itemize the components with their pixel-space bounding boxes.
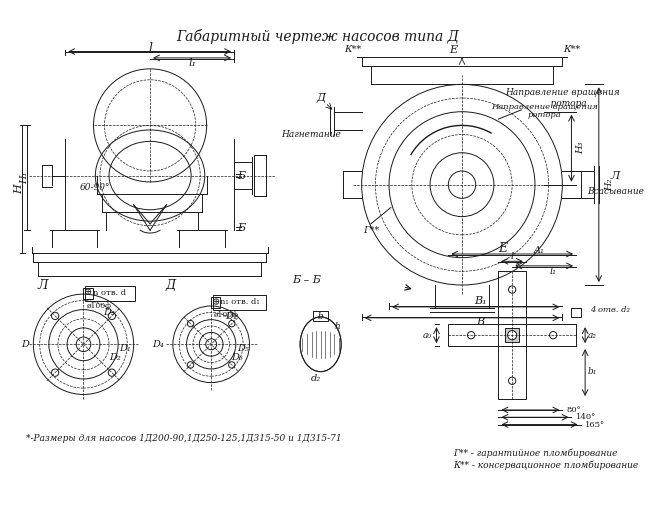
Text: b: b [318, 311, 323, 321]
Bar [211, 297, 220, 308]
Text: ø100ф: ø100ф [86, 302, 112, 310]
Text: Б: Б [237, 224, 245, 234]
Text: Б: Б [237, 171, 245, 180]
Text: Л: Л [611, 171, 620, 180]
Text: D₅: D₅ [237, 344, 249, 354]
Text: Д: Д [316, 93, 325, 103]
Text: b₁: b₁ [588, 367, 597, 376]
Text: Всасывание: Всасывание [587, 187, 643, 197]
Text: ⊕: ⊕ [212, 298, 220, 307]
Bar [84, 288, 92, 299]
Text: ⊕: ⊕ [84, 289, 92, 298]
Text: ø100ф: ø100ф [214, 311, 239, 319]
Text: Г**: Г** [363, 226, 379, 235]
Text: К**: К** [344, 45, 361, 54]
Text: a₂: a₂ [588, 331, 597, 340]
Text: A₁: A₁ [534, 246, 545, 255]
Text: ротора: ротора [527, 111, 561, 119]
Text: D₇: D₇ [225, 312, 237, 322]
Text: D₄: D₄ [152, 340, 164, 349]
Bar [313, 310, 328, 322]
Text: D₁: D₁ [119, 344, 130, 354]
Text: D₃: D₃ [103, 308, 115, 317]
Text: Л: Л [37, 278, 48, 292]
Text: E: E [499, 242, 507, 255]
Text: D₆: D₆ [231, 354, 242, 363]
Text: l₁: l₁ [188, 58, 196, 69]
Text: l: l [511, 252, 514, 261]
Text: 140°: 140° [576, 414, 596, 421]
Text: H: H [14, 184, 24, 194]
Text: E: E [449, 45, 457, 55]
Bar [448, 324, 576, 346]
Text: D: D [21, 340, 29, 349]
Text: В: В [476, 318, 484, 327]
Text: Д: Д [165, 278, 175, 292]
Bar [85, 286, 135, 301]
Text: d₂: d₂ [311, 374, 321, 384]
Text: D₂: D₂ [110, 354, 122, 363]
Text: 80°: 80° [567, 406, 582, 414]
Text: Габаритный чертеж насосов типа Д: Габаритный чертеж насосов типа Д [177, 29, 459, 44]
Text: 60-90°: 60-90° [80, 183, 111, 192]
Text: Г** - гарантийное пломбирование: Г** - гарантийное пломбирование [453, 449, 618, 459]
Text: n отв. d: n отв. d [94, 289, 127, 297]
Text: H₃: H₃ [576, 142, 585, 154]
Text: К** - консервационное пломбирование: К** - консервационное пломбирование [453, 461, 638, 470]
Text: Направление вращения
    ротора: Направление вращения ротора [505, 88, 620, 108]
Text: H₁: H₁ [21, 172, 30, 184]
Text: *-Размеры для насосов 1Д200-90,1Д250-125,1Д315-50 и 1Д315-71: *-Размеры для насосов 1Д200-90,1Д250-125… [26, 434, 342, 443]
Text: Нагнетание: Нагнетание [282, 130, 341, 139]
Text: К**: К** [563, 45, 580, 54]
Text: Направление вращения: Направление вращения [491, 103, 598, 111]
Bar [572, 308, 580, 317]
Bar [213, 295, 266, 310]
Text: l₁: l₁ [550, 267, 556, 276]
Text: n₁ отв. d₁: n₁ отв. d₁ [220, 298, 259, 306]
Text: Б – Б: Б – Б [293, 275, 321, 285]
Circle shape [507, 331, 517, 340]
Text: a₀: a₀ [423, 331, 432, 340]
Text: h: h [334, 322, 340, 331]
Text: 165°: 165° [585, 421, 606, 429]
Text: l: l [148, 42, 152, 55]
Text: В₁: В₁ [474, 297, 487, 306]
Text: H₂: H₂ [606, 178, 614, 191]
Bar [505, 328, 519, 342]
Bar [499, 271, 526, 399]
Text: 4 отв. d₂: 4 отв. d₂ [590, 306, 629, 313]
